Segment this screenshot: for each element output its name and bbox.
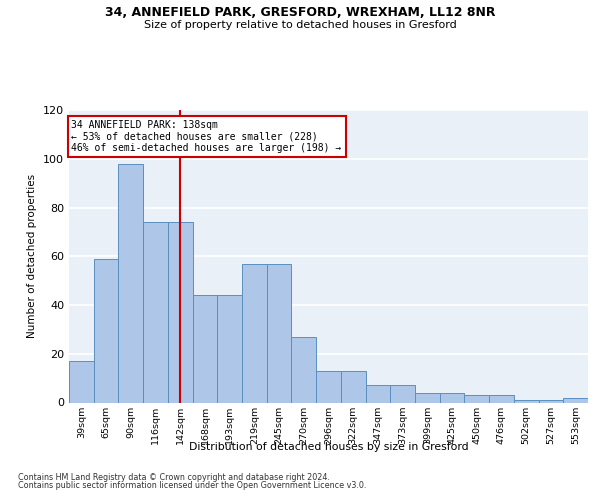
Bar: [365, 386, 390, 402]
Bar: [341, 371, 365, 402]
Text: Contains public sector information licensed under the Open Government Licence v3: Contains public sector information licen…: [18, 481, 367, 490]
Text: Size of property relative to detached houses in Gresford: Size of property relative to detached ho…: [143, 20, 457, 30]
Bar: [69, 361, 94, 403]
Text: Distribution of detached houses by size in Gresford: Distribution of detached houses by size …: [189, 442, 469, 452]
Bar: [292, 336, 316, 402]
Bar: [539, 400, 563, 402]
Bar: [415, 393, 440, 402]
Text: Contains HM Land Registry data © Crown copyright and database right 2024.: Contains HM Land Registry data © Crown c…: [18, 472, 330, 482]
Bar: [143, 222, 168, 402]
Bar: [563, 398, 588, 402]
Bar: [464, 395, 489, 402]
Bar: [390, 386, 415, 402]
Y-axis label: Number of detached properties: Number of detached properties: [28, 174, 37, 338]
Bar: [242, 264, 267, 402]
Bar: [267, 264, 292, 402]
Bar: [168, 222, 193, 402]
Bar: [193, 295, 217, 403]
Bar: [217, 295, 242, 403]
Bar: [440, 393, 464, 402]
Text: 34, ANNEFIELD PARK, GRESFORD, WREXHAM, LL12 8NR: 34, ANNEFIELD PARK, GRESFORD, WREXHAM, L…: [105, 6, 495, 19]
Bar: [489, 395, 514, 402]
Bar: [514, 400, 539, 402]
Text: 34 ANNEFIELD PARK: 138sqm
← 53% of detached houses are smaller (228)
46% of semi: 34 ANNEFIELD PARK: 138sqm ← 53% of detac…: [71, 120, 342, 153]
Bar: [118, 164, 143, 402]
Bar: [316, 371, 341, 402]
Bar: [94, 258, 118, 402]
